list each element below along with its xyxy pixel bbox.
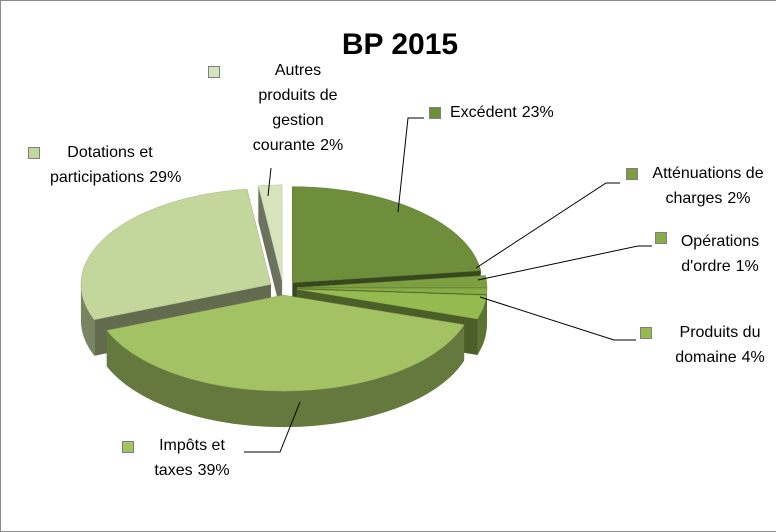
category-label: Dotations et participations (50, 144, 153, 186)
legend-swatch (429, 107, 441, 119)
data-label: Dotations et participations 29% (50, 140, 181, 190)
leader-line (244, 401, 301, 453)
slice (106, 294, 465, 392)
data-label: Produits du domaine 4% (662, 320, 776, 370)
data-label: Opérations d'ordre 1% (670, 229, 770, 279)
slice (257, 184, 283, 281)
leader-line (397, 117, 424, 213)
data-label: Excédent 23% (450, 100, 554, 125)
leader-lines (244, 117, 652, 453)
category-label: Atténuations de charges (652, 165, 764, 207)
legend-swatch (640, 327, 652, 339)
slice-edge (258, 185, 283, 317)
category-label: Produits du domaine (675, 324, 761, 366)
pie (80, 184, 488, 428)
value-label: 2% (320, 137, 344, 154)
category-label: Autres produits de gestion courante (252, 62, 338, 154)
slice (296, 289, 487, 320)
value-label: 29% (149, 169, 182, 186)
data-label: Atténuations de charges 2% (652, 161, 764, 211)
value-label: 2% (727, 190, 751, 207)
slice (292, 186, 482, 283)
legend-swatch (208, 66, 220, 78)
leader-line (267, 167, 272, 197)
value-label: 4% (741, 349, 765, 366)
data-label: Autres produits de gestion courante 2% (248, 58, 348, 158)
leader-line (475, 182, 620, 269)
legend-swatch (626, 168, 638, 180)
category-label: Impôts et taxes (154, 437, 225, 479)
value-label: 39% (197, 462, 230, 479)
chart-title: BP 2015 (341, 28, 459, 61)
value-label: 23% (521, 104, 554, 121)
leader-line (479, 296, 636, 341)
slice-side (106, 324, 465, 428)
category-label: Excédent (450, 104, 517, 121)
legend-swatch (28, 147, 40, 159)
legend-swatch (655, 232, 667, 244)
leader-line (477, 245, 652, 281)
data-label: Impôts et taxes 39% (146, 433, 238, 483)
slice-side (477, 295, 487, 355)
legend-swatch (122, 441, 134, 453)
slice (296, 275, 488, 288)
category-label: Opérations d'ordre (680, 233, 760, 275)
value-label: 1% (735, 258, 759, 275)
slice (80, 188, 272, 320)
slice (296, 287, 488, 295)
